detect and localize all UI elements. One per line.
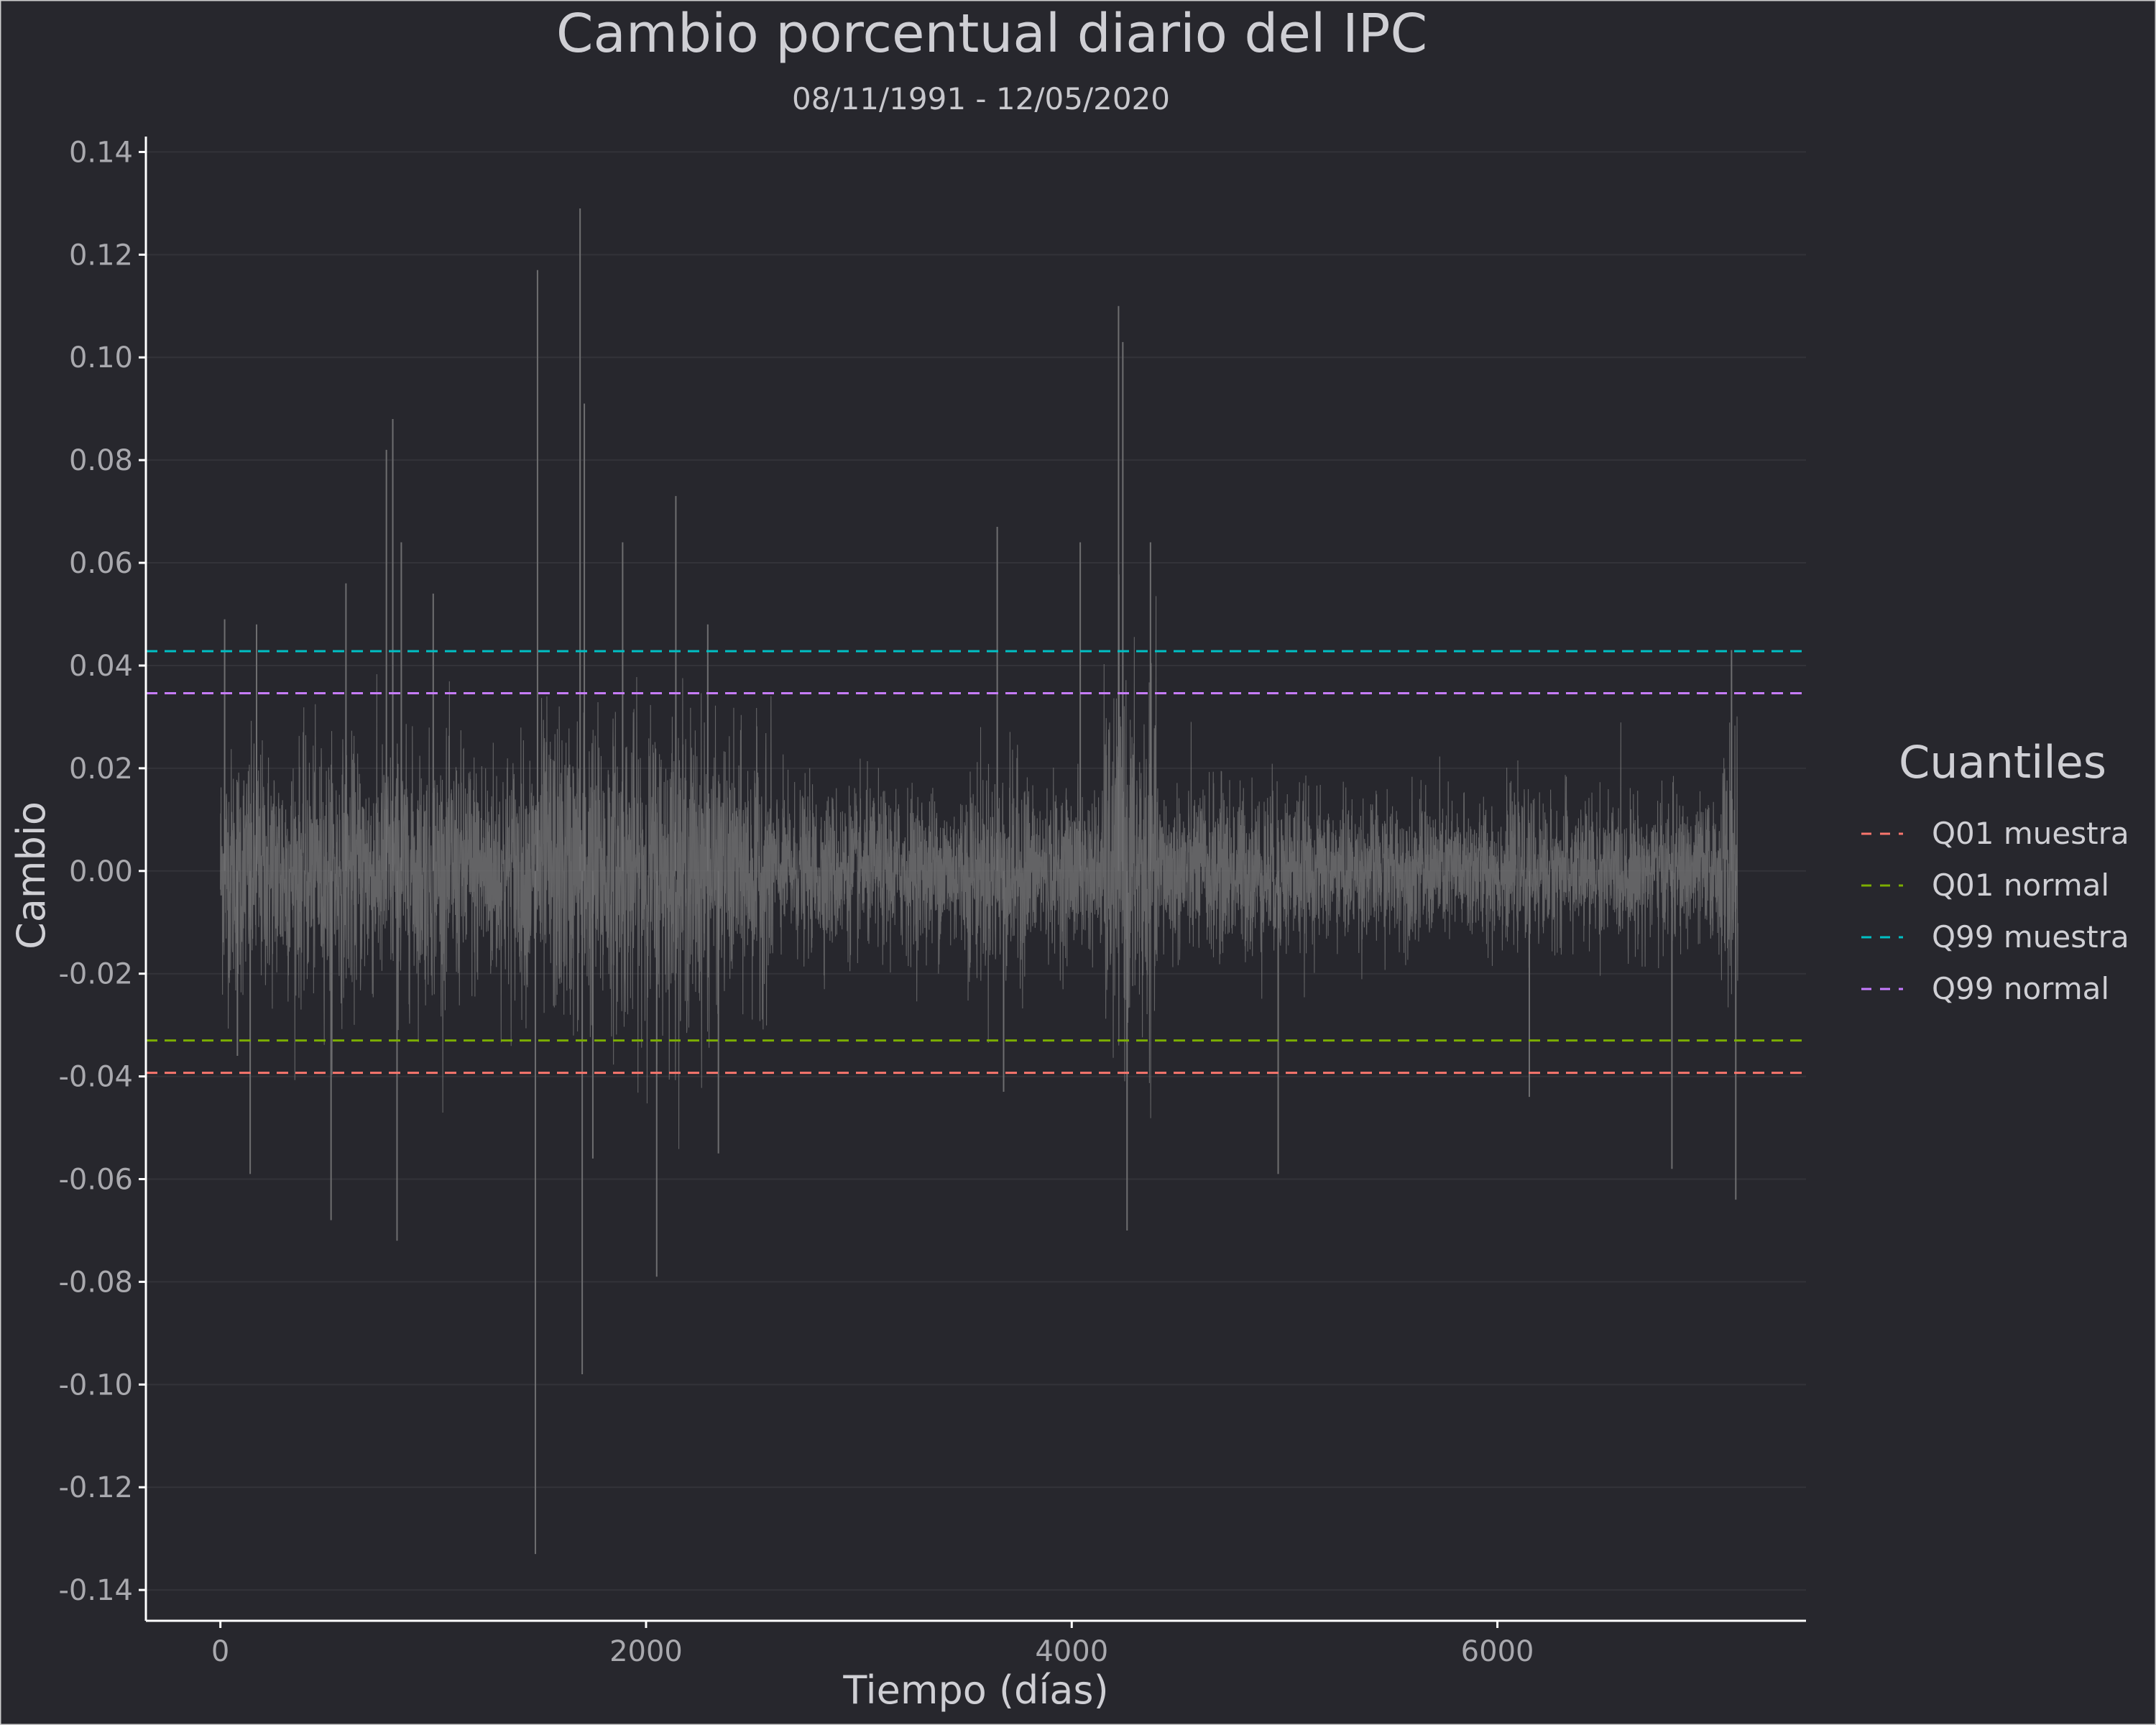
- quantile-lines: [146, 650, 1806, 1075]
- x-tick-label-1: 2000: [609, 1635, 683, 1668]
- legend-label-q01-muestra: Q01 muestra: [1932, 816, 2129, 851]
- legend: Cuantiles Q01 muestra Q01 normal Q99 muest…: [1861, 736, 2129, 1006]
- y-tick-label-11: 0.08: [69, 444, 133, 477]
- chart-title: Cambio porcentual diario del IPC: [556, 3, 1427, 65]
- x-tick-label-0: 0: [211, 1635, 229, 1668]
- y-tick-labels: -0.14 -0.12 -0.10 -0.08 -0.06 -0.04 -0.02 0.00 0…: [59, 136, 146, 1607]
- legend-label-q99-muestra: Q99 muestra: [1932, 919, 2129, 954]
- legend-items: Q01 muestra Q01 normal Q99 muestra Q99 norm…: [1861, 816, 2129, 1006]
- axes: [144, 137, 1806, 1622]
- y-tick-label-10: 0.06: [69, 547, 133, 580]
- y-tick-label-2: -0.10: [59, 1368, 134, 1402]
- y-tick-label-14: 0.14: [69, 136, 133, 169]
- legend-title: Cuantiles: [1899, 736, 2106, 788]
- y-tick-label-7: 0.00: [69, 855, 133, 888]
- y-tick-label-0: -0.14: [59, 1574, 134, 1607]
- x-tick-label-3: 6000: [1461, 1635, 1534, 1668]
- chart-subtitle: 08/11/1991 - 12/05/2020: [792, 81, 1170, 116]
- y-tick-label-6: -0.02: [59, 958, 134, 991]
- x-tick-label-2: 4000: [1035, 1635, 1108, 1668]
- series-line: [220, 574, 1738, 1149]
- y-tick-label-3: -0.08: [59, 1266, 134, 1299]
- y-axis-label: Cambio: [9, 801, 54, 949]
- x-axis-label: Tiempo (días): [842, 1668, 1108, 1713]
- y-tick-label-8: 0.02: [69, 753, 133, 786]
- legend-label-q99-normal: Q99 normal: [1932, 971, 2109, 1006]
- y-tick-label-12: 0.10: [69, 341, 133, 374]
- y-tick-label-9: 0.04: [69, 650, 133, 683]
- legend-label-q01-normal: Q01 normal: [1932, 868, 2109, 903]
- y-tick-label-4: -0.06: [59, 1164, 134, 1197]
- series-cambio: [220, 208, 1738, 1555]
- y-tick-label-5: -0.04: [59, 1061, 134, 1094]
- y-tick-label-1: -0.12: [59, 1471, 134, 1504]
- x-tick-labels: 0 2000 4000 6000: [211, 1621, 1534, 1668]
- y-tick-label-13: 0.12: [69, 239, 133, 272]
